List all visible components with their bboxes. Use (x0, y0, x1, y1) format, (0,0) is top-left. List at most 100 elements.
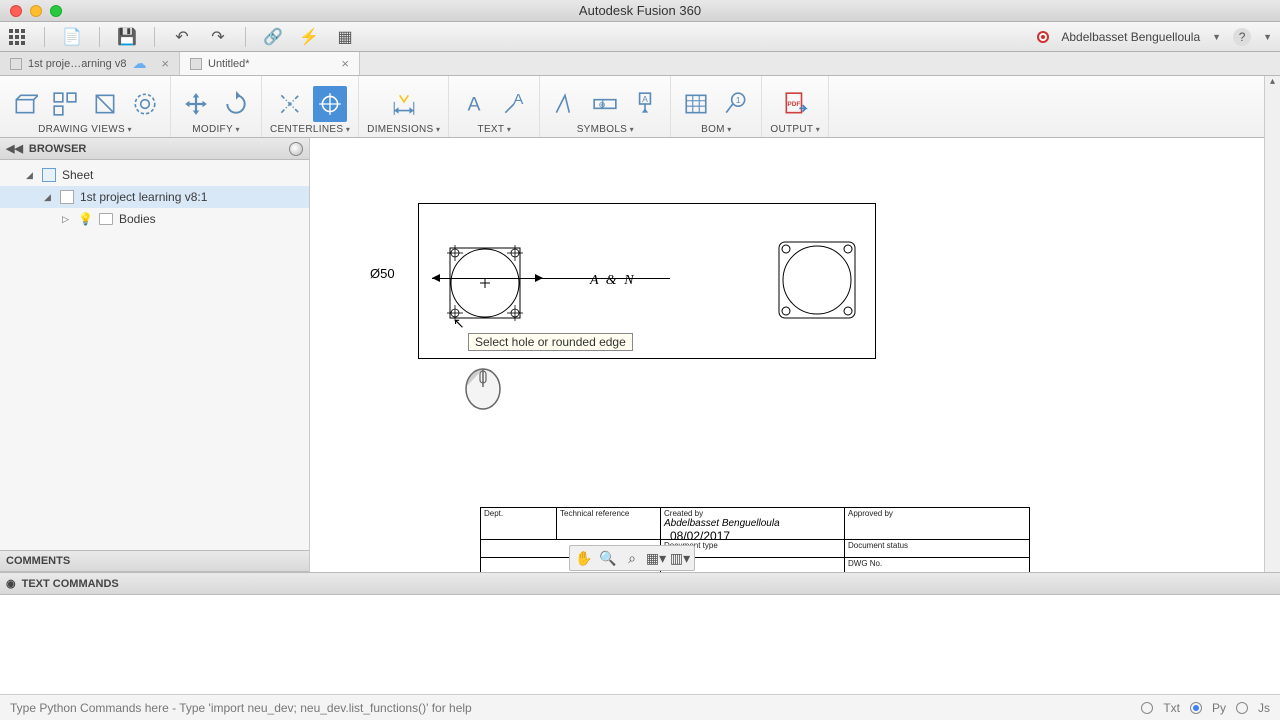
tb-dept: Dept. (484, 509, 553, 518)
command-prompt-bar: Type Python Commands here - Type 'import… (0, 694, 1280, 720)
centerline-icon[interactable] (273, 86, 307, 122)
radio-txt[interactable] (1141, 702, 1153, 714)
link-icon[interactable]: 🔗 (264, 28, 282, 46)
detail-view-icon[interactable] (128, 86, 162, 122)
comments-header[interactable]: COMMENTS (0, 550, 309, 572)
doc-icon (10, 58, 22, 70)
pdf-export-icon[interactable]: PDF (778, 86, 812, 122)
ribbon-label[interactable]: DIMENSIONS (367, 124, 440, 135)
dimension-arrow (432, 274, 440, 282)
tree-label: Bodies (119, 212, 156, 226)
ribbon-toolbar: DRAWING VIEWS MODIFY CENTERLINES DIMENSI… (0, 76, 1280, 138)
surface-icon[interactable] (548, 86, 582, 122)
folder-icon (99, 213, 113, 225)
record-icon[interactable] (1037, 31, 1049, 43)
radio-py[interactable] (1190, 702, 1202, 714)
tree-sheet[interactable]: ◢ Sheet (0, 164, 309, 186)
drawing-part-2[interactable] (775, 238, 859, 322)
sheet-icon (42, 168, 56, 182)
collapse-icon[interactable]: ◀◀ (6, 142, 23, 155)
zoom-window-icon[interactable]: ⌕ (622, 548, 642, 568)
section-view-icon[interactable] (88, 86, 122, 122)
svg-text:⊕: ⊕ (599, 99, 606, 109)
vertical-scrollbar[interactable]: ▴ (1264, 76, 1280, 572)
balloon-icon[interactable]: 1 (719, 86, 753, 122)
expand-icon[interactable]: ◢ (26, 170, 36, 181)
command-prompt[interactable]: Type Python Commands here - Type 'import… (10, 701, 472, 715)
centermark-icon[interactable] (313, 86, 347, 122)
user-name[interactable]: Abdelbasset Benguelloula (1061, 30, 1200, 44)
leader-text-icon[interactable]: A (497, 86, 531, 122)
ribbon-label[interactable]: OUTPUT (770, 124, 820, 135)
base-view-icon[interactable] (8, 86, 42, 122)
title-bar: Autodesk Fusion 360 (0, 0, 1280, 22)
dimension-icon[interactable] (387, 86, 421, 122)
ribbon-group-text: A A TEXT (449, 76, 540, 137)
close-window-button[interactable] (10, 5, 22, 17)
tree-component[interactable]: ◢ 1st project learning v8:1 (0, 186, 309, 208)
browser-panel: ◀◀ BROWSER ◢ Sheet ◢ 1st project learnin… (0, 138, 310, 572)
text-commands-body[interactable] (0, 595, 1280, 691)
ribbon-label[interactable]: CENTERLINES (270, 124, 350, 135)
expand-icon[interactable]: ▷ (62, 214, 72, 225)
browser-title: BROWSER (29, 143, 86, 155)
datum-icon[interactable]: A (628, 86, 662, 122)
ribbon-label[interactable]: DRAWING VIEWS (38, 124, 132, 135)
svg-text:PDF: PDF (788, 101, 801, 108)
ribbon-label[interactable]: BOM (701, 124, 732, 135)
window-icon[interactable]: ▦ (336, 28, 354, 46)
save-icon[interactable]: 💾 (118, 28, 136, 46)
opt-label: Txt (1163, 701, 1180, 715)
tb-approvedby: Approved by (848, 509, 1026, 518)
zoom-icon[interactable]: 🔍 (598, 548, 618, 568)
tooltip: Select hole or rounded edge (468, 333, 633, 351)
rotate-icon[interactable] (219, 86, 253, 122)
doc-tab-label: Untitled* (208, 58, 250, 70)
pan-icon[interactable]: ✋ (574, 548, 594, 568)
undo-icon[interactable]: ↶ (173, 28, 191, 46)
table-icon[interactable] (679, 86, 713, 122)
app-title: Autodesk Fusion 360 (579, 3, 701, 18)
scroll-up-icon[interactable]: ▴ (1265, 76, 1280, 91)
radio-js[interactable] (1236, 702, 1248, 714)
ribbon-label[interactable]: SYMBOLS (577, 124, 634, 135)
tab-close-icon[interactable]: × (341, 56, 349, 71)
script-icon[interactable]: ⚡ (300, 28, 318, 46)
mouse-hint-icon (462, 363, 504, 411)
text-commands-title: TEXT COMMANDS (22, 578, 119, 590)
grid-icon[interactable]: ▥▾ (670, 548, 690, 568)
doc-tab-2[interactable]: Untitled* × (180, 52, 360, 75)
ribbon-label[interactable]: MODIFY (192, 124, 240, 135)
svg-text:1: 1 (736, 95, 741, 105)
tb-creator: Abdelbasset Benguelloula (664, 518, 780, 529)
file-new-icon[interactable]: 📄 (63, 28, 81, 46)
language-selector: Txt Py Js (1141, 701, 1270, 715)
projected-view-icon[interactable] (48, 86, 82, 122)
quick-access-toolbar: 📄 💾 ↶ ↷ 🔗 ⚡ ▦ Abdelbasset Benguelloula ▼… (0, 22, 1280, 52)
display-style-icon[interactable]: ▦▾ (646, 548, 666, 568)
app-menu-icon[interactable] (8, 28, 26, 46)
collapse-icon[interactable]: ◉ (6, 577, 16, 590)
tree-bodies[interactable]: ▷ 💡 Bodies (0, 208, 309, 230)
dimension-text[interactable]: Ø50 (370, 266, 395, 281)
redo-icon[interactable]: ↷ (209, 28, 227, 46)
visibility-toggle-icon[interactable] (289, 142, 303, 156)
browser-header[interactable]: ◀◀ BROWSER (0, 138, 309, 160)
browser-tree: ◢ Sheet ◢ 1st project learning v8:1 ▷ 💡 … (0, 160, 309, 550)
doc-icon (190, 58, 202, 70)
feature-frame-icon[interactable]: ⊕ (588, 86, 622, 122)
doc-tab-1[interactable]: 1st proje…arning v8 ☁ × (0, 52, 180, 75)
text-annotation[interactable]: A & N (590, 273, 636, 289)
drawing-canvas[interactable]: Ø50 A & N ↖ Select hole or (310, 138, 1280, 572)
help-icon[interactable]: ? (1233, 28, 1251, 46)
expand-icon[interactable]: ◢ (44, 192, 54, 203)
move-icon[interactable] (179, 86, 213, 122)
ribbon-label[interactable]: TEXT (478, 124, 512, 135)
text-icon[interactable]: A (457, 86, 491, 122)
lightbulb-icon[interactable]: 💡 (78, 212, 93, 226)
title-block[interactable]: Dept. Technical reference Created by Abd… (480, 507, 1030, 572)
text-commands-header[interactable]: ◉ TEXT COMMANDS (0, 573, 1280, 595)
tab-close-icon[interactable]: × (161, 56, 169, 71)
minimize-window-button[interactable] (30, 5, 42, 17)
maximize-window-button[interactable] (50, 5, 62, 17)
